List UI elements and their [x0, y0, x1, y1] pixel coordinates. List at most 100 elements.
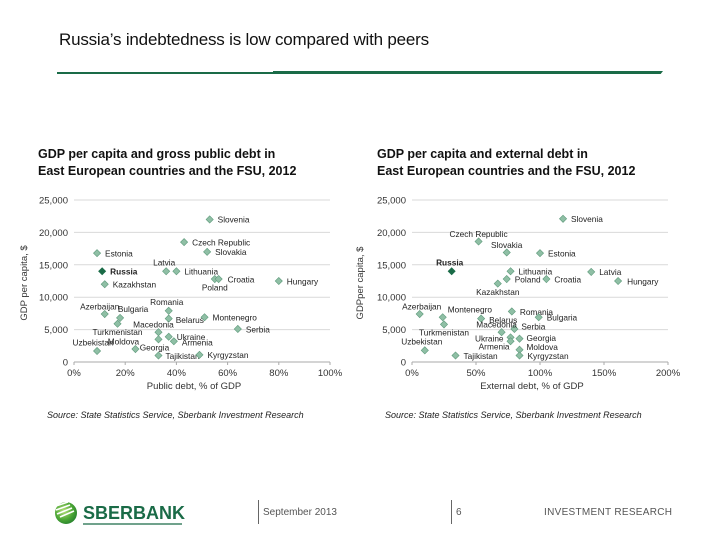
diamond-marker-icon: [233, 324, 242, 333]
point-label: Georgia: [140, 343, 170, 353]
point-label: Kyrgyzstan: [207, 350, 248, 360]
data-point-armenia: Armenia: [169, 337, 213, 348]
diamond-marker-icon: [180, 238, 189, 247]
diamond-marker-icon: [506, 337, 515, 346]
diamond-marker-icon: [497, 328, 506, 337]
slide-title: Russia’s indebtedness is low compared wi…: [59, 30, 429, 49]
point-label: Latvia: [153, 258, 176, 268]
point-label: Russia: [436, 258, 464, 268]
point-label: Czech Republic: [192, 237, 250, 247]
diamond-marker-icon: [93, 346, 102, 356]
y-tick-label: 5,000: [44, 325, 68, 336]
point-label: Ukraine: [475, 334, 504, 344]
point-label: Azerbaijan: [80, 301, 120, 311]
point-label: Slovenia: [218, 215, 250, 225]
data-point-kazakhstan: Kazakhstan: [100, 280, 156, 290]
diamond-marker-icon: [439, 320, 449, 329]
point-label: Moldova: [527, 342, 559, 352]
data-point-czech-republic: Czech Republic: [180, 237, 250, 247]
data-point-uzbekistan: Uzbekistan: [401, 337, 443, 355]
diamond-marker-icon: [100, 310, 109, 319]
right-chart-title-line1: GDP per capita and external debt in: [377, 147, 588, 161]
diamond-marker-icon: [474, 237, 483, 246]
data-point-moldova: Moldova: [108, 336, 140, 354]
diamond-marker-icon: [559, 214, 568, 223]
diamond-marker-icon: [477, 314, 486, 323]
diamond-marker-icon: [162, 267, 171, 276]
point-label: Turkmenistan: [93, 327, 143, 337]
diamond-marker-icon: [534, 313, 543, 322]
diamond-marker-icon: [451, 351, 460, 360]
point-label: Croatia: [228, 274, 255, 284]
diamond-marker-icon: [515, 351, 524, 360]
diamond-marker-icon: [116, 313, 125, 322]
data-point-slovakia: Slovakia: [491, 240, 523, 257]
x-tick-label: 100%: [318, 368, 343, 379]
diamond-marker-icon: [447, 267, 456, 276]
left-chart-source: Source: State Statistics Service, Sberba…: [47, 410, 304, 420]
point-label: Georgia: [527, 333, 557, 343]
data-point-hungary: Hungary: [614, 276, 659, 286]
point-label: Uzbekistan: [401, 337, 442, 347]
diamond-marker-icon: [164, 314, 173, 323]
data-point-latvia: Latvia: [587, 267, 622, 277]
point-label: Serbia: [521, 321, 545, 331]
point-label: Lithuania: [519, 267, 553, 277]
point-label: Poland: [202, 282, 228, 292]
y-axis-label: GDPper capita, $: [355, 246, 366, 320]
footer-divider: [258, 500, 259, 524]
x-tick-label: 150%: [592, 368, 617, 379]
left-chart-title: GDP per capita and gross public debt in …: [38, 146, 296, 180]
point-label: Moldova: [108, 336, 140, 346]
data-point-russia: Russia: [98, 267, 138, 277]
y-tick-label: 0: [63, 358, 68, 369]
data-point-lithuania: Lithuania: [506, 267, 553, 277]
x-tick-label: 80%: [269, 368, 289, 379]
data-point-macedonia: Macedonia: [476, 319, 517, 337]
x-tick-label: 0%: [67, 368, 81, 379]
diamond-marker-icon: [502, 248, 511, 257]
point-label: Poland: [515, 274, 541, 284]
y-tick-label: 0: [401, 358, 406, 369]
diamond-marker-icon: [542, 275, 551, 284]
data-point-bulgaria: Bulgaria: [534, 313, 578, 323]
data-point-kyrgyzstan: Kyrgyzstan: [515, 351, 569, 361]
y-axis-label: GDP per capita, $: [19, 245, 30, 321]
diamond-marker-icon: [164, 306, 173, 315]
point-label: Slovakia: [491, 240, 523, 250]
point-label: Belarus: [489, 315, 517, 325]
point-label: Tajikistan: [464, 351, 499, 361]
right-chart-title-line2: East European countries and the FSU, 201…: [377, 164, 636, 178]
data-point-croatia: Croatia: [214, 274, 255, 284]
point-label: Romania: [150, 297, 184, 307]
diamond-marker-icon: [214, 275, 223, 284]
y-tick-label: 5,000: [382, 325, 406, 336]
left-chart-title-line2: East European countries and the FSU, 201…: [38, 164, 297, 178]
point-label: Bulgaria: [547, 313, 578, 323]
data-point-turkmenistan: Turkmenistan: [93, 319, 143, 337]
data-point-czech-republic: Czech Republic: [450, 229, 508, 246]
diamond-marker-icon: [203, 247, 212, 256]
point-label: Turkmenistan: [419, 328, 469, 338]
diamond-marker-icon: [195, 350, 204, 359]
data-point-serbia: Serbia: [510, 321, 546, 333]
x-axis-label: External debt, % of GDP: [480, 381, 584, 392]
diamond-marker-icon: [205, 215, 214, 224]
point-label: Hungary: [287, 276, 319, 286]
y-tick-label: 10,000: [39, 293, 68, 304]
y-tick-label: 20,000: [39, 228, 68, 239]
y-tick-label: 25,000: [39, 196, 68, 207]
point-label: Armenia: [479, 342, 510, 352]
data-point-lithuania: Lithuania: [172, 267, 218, 277]
point-label: Macedonia: [476, 319, 517, 329]
data-point-estonia: Estonia: [93, 248, 133, 258]
data-point-tajikistan: Tajikistan: [154, 351, 200, 361]
data-point-tajikistan: Tajikistan: [451, 351, 499, 361]
x-tick-label: 40%: [167, 368, 187, 379]
diamond-marker-icon: [510, 324, 519, 333]
y-tick-label: 15,000: [39, 260, 68, 271]
left-chart-title-line1: GDP per capita and gross public debt in: [38, 147, 276, 161]
data-point-russia: Russia: [436, 258, 464, 276]
x-tick-label: 200%: [656, 368, 681, 379]
